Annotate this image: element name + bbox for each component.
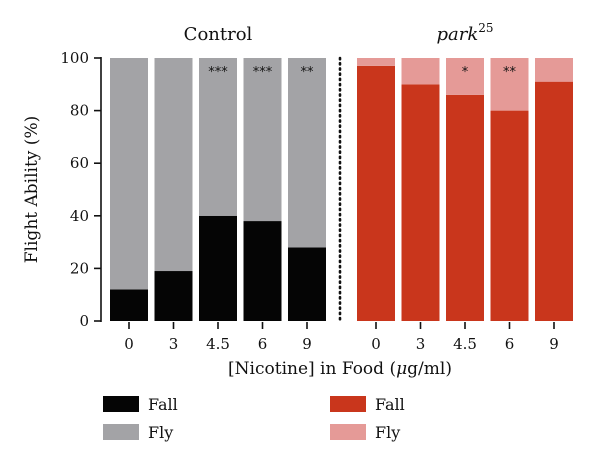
bar-fly-g0-1	[154, 58, 193, 272]
x-tick-label-g1-2: 4.5	[453, 335, 477, 353]
x-tick-label-g0-4: 9	[302, 335, 312, 353]
y-tick-label-100: 100	[60, 49, 89, 67]
bar-fall-g1-4	[535, 81, 573, 321]
significance-g0-3: ***	[253, 65, 273, 80]
legend-swatch-2	[330, 396, 366, 412]
y-tick-label-40: 40	[70, 207, 89, 225]
legend-label-0: Fall	[148, 395, 178, 414]
bar-fall-g0-3	[243, 221, 282, 321]
y-tick-label-20: 20	[70, 259, 89, 277]
x-tick-label-g0-2: 4.5	[206, 335, 230, 353]
y-axis-title: Flight Ability (%)	[22, 116, 42, 263]
bar-fly-g1-4	[535, 58, 573, 82]
bar-fall-g0-2	[199, 215, 237, 321]
x-tick-label-g0-3: 6	[258, 335, 268, 353]
bar-fly-g1-1	[401, 58, 440, 85]
x-tick-label-g0-0: 0	[124, 335, 134, 353]
bar-fall-g1-0	[357, 65, 395, 321]
legend-swatch-1	[103, 424, 139, 440]
bar-fall-g1-1	[401, 84, 440, 321]
significance-g1-2: *	[462, 65, 469, 80]
x-tick-label-g0-1: 3	[169, 335, 179, 353]
bar-fall-g0-1	[154, 271, 193, 321]
y-tick-label-60: 60	[70, 154, 89, 172]
bar-fly-g0-4	[288, 58, 326, 248]
x-axis-title: [Nicotine] in Food (μg/ml)	[228, 359, 452, 379]
legend-swatch-3	[330, 424, 366, 440]
bar-fall-g0-4	[288, 247, 326, 321]
bar-fly-g1-2	[446, 58, 484, 95]
significance-g0-2: ***	[208, 65, 228, 80]
x-tick-label-g1-0: 0	[371, 335, 381, 353]
x-tick-label-g1-4: 9	[549, 335, 559, 353]
bar-fly-g0-0	[110, 58, 148, 290]
legend: Fall Fly Fall Fly	[103, 395, 405, 442]
x-tick-label-g1-3: 6	[505, 335, 515, 353]
significance-g1-3: **	[503, 65, 517, 80]
x-tick-label-g1-1: 3	[416, 335, 426, 353]
bar-fall-g1-3	[490, 110, 529, 321]
group-title-1: park25	[436, 21, 493, 45]
bar-fall-g1-2	[446, 94, 484, 321]
legend-label-3: Fly	[375, 423, 400, 442]
legend-swatch-0	[103, 396, 139, 412]
legend-label-2: Fall	[375, 395, 405, 414]
bar-fly-g1-0	[357, 58, 395, 66]
significance-g0-4: **	[301, 65, 315, 80]
y-tick-label-0: 0	[79, 312, 89, 330]
bar-fly-g0-3	[243, 58, 282, 222]
group-title-0: Control	[184, 24, 253, 45]
bars	[110, 58, 573, 321]
legend-label-1: Fly	[148, 423, 173, 442]
bar-fly-g0-2	[199, 58, 237, 216]
bar-fall-g0-0	[110, 289, 148, 321]
axes: 0 20 40 60 80 100	[60, 49, 555, 330]
y-tick-label-80: 80	[70, 102, 89, 120]
bar-fly-g1-3	[490, 58, 529, 111]
labels: Flight Ability (%)0 3 4.5***6***9**Control…	[22, 21, 559, 379]
